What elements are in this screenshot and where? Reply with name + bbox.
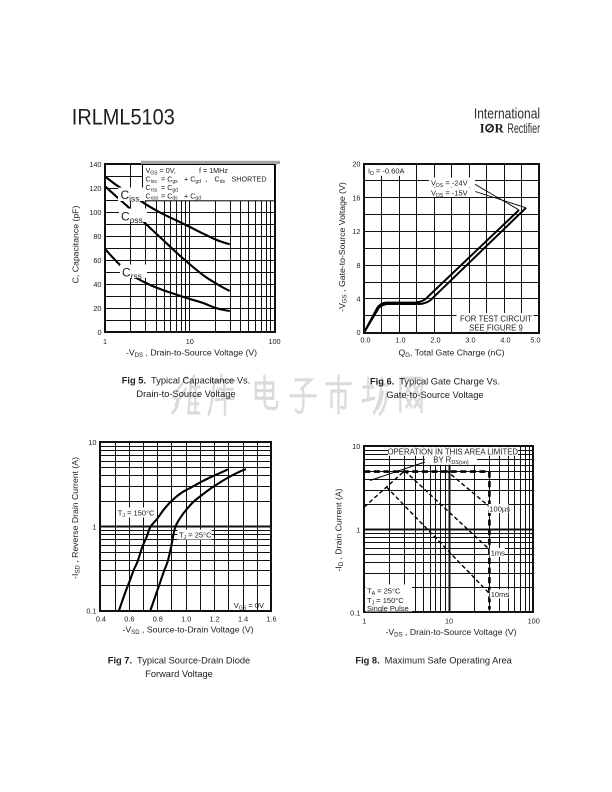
svg-text:-VDS , Drain-to-Source Voltage: -VDS , Drain-to-Source Voltage (V) <box>385 627 516 639</box>
svg-text:0: 0 <box>97 328 101 337</box>
svg-text:ID = -0.60A: ID = -0.60A <box>368 167 405 178</box>
svg-text:VGS = 0V,: VGS = 0V, <box>146 166 176 176</box>
svg-text:10: 10 <box>352 442 360 451</box>
svg-text:Crss: Crss <box>146 183 158 193</box>
svg-text:10: 10 <box>445 617 453 626</box>
svg-text:International: International <box>474 106 540 123</box>
svg-text:TJ = 150°C: TJ = 150°C <box>118 509 155 520</box>
svg-text:0.4: 0.4 <box>96 615 106 624</box>
svg-text:Ciss: Ciss <box>121 188 140 203</box>
svg-text:4: 4 <box>356 294 360 303</box>
svg-text:VDS = -24V: VDS = -24V <box>431 179 468 190</box>
svg-text:80: 80 <box>93 232 101 241</box>
svg-text:R: R <box>495 122 505 136</box>
svg-text:0.6: 0.6 <box>124 615 134 624</box>
svg-text:-VSD , Source-to-Drain Voltag: -VSD , Source-to-Drain Voltage (V) <box>122 625 253 637</box>
svg-text:-VDS , Drain-to-Source Voltage: -VDS , Drain-to-Source Voltage (V) <box>126 348 257 360</box>
svg-text:VDS = -15V: VDS = -15V <box>431 188 468 199</box>
svg-text:I: I <box>480 122 485 136</box>
svg-text:10ms: 10ms <box>491 590 510 599</box>
svg-text:,: , <box>206 175 208 184</box>
svg-text:VGS = 0V: VGS = 0V <box>234 601 264 612</box>
svg-text:10: 10 <box>186 337 194 346</box>
svg-text:Coss: Coss <box>146 191 159 201</box>
svg-text:40: 40 <box>93 280 101 289</box>
svg-text:16: 16 <box>352 193 360 202</box>
svg-text:1: 1 <box>362 617 366 626</box>
svg-text:1.0: 1.0 <box>181 615 191 624</box>
svg-text:Drain-to-Source Voltage: Drain-to-Source Voltage <box>136 389 235 399</box>
svg-text:3.0: 3.0 <box>465 336 475 345</box>
svg-text:-ISD , Reverse Drain Current (: -ISD , Reverse Drain Current (A) <box>70 457 82 579</box>
svg-text:1.6: 1.6 <box>266 615 276 624</box>
svg-text:FOR TEST CIRCUIT: FOR TEST CIRCUIT <box>460 315 532 324</box>
svg-text:SHORTED: SHORTED <box>232 175 267 184</box>
svg-text:TJ = 25°C: TJ = 25°C <box>179 531 212 542</box>
svg-text:0.1: 0.1 <box>350 609 360 618</box>
svg-text:12: 12 <box>352 227 360 236</box>
svg-text:1.4: 1.4 <box>238 615 248 624</box>
svg-text:4.0: 4.0 <box>500 336 510 345</box>
svg-text:20: 20 <box>93 304 101 313</box>
svg-text:SEE FIGURE 9: SEE FIGURE 9 <box>469 324 523 333</box>
svg-text:Single Pulse: Single Pulse <box>367 604 409 613</box>
svg-text:Rectifier: Rectifier <box>507 121 540 137</box>
svg-text:100µs: 100µs <box>489 505 510 514</box>
svg-text:100: 100 <box>528 617 540 626</box>
svg-text:10: 10 <box>88 438 96 447</box>
svg-text:100: 100 <box>89 208 101 217</box>
svg-text:1.0: 1.0 <box>395 336 405 345</box>
svg-text:0.0: 0.0 <box>360 336 370 345</box>
svg-text:TJ = 150°C: TJ = 150°C <box>367 596 404 607</box>
svg-text:1: 1 <box>356 525 360 534</box>
svg-text:5.0: 5.0 <box>530 336 540 345</box>
svg-text:1ms: 1ms <box>491 548 505 557</box>
svg-text:0: 0 <box>356 328 360 337</box>
svg-text:Crss: Crss <box>122 266 142 281</box>
svg-text:C, Capacitance (pF): C, Capacitance (pF) <box>71 206 81 284</box>
svg-text:0.1: 0.1 <box>86 607 96 616</box>
svg-text:OPERATION IN THIS AREA LIMITED: OPERATION IN THIS AREA LIMITED <box>388 448 519 457</box>
svg-text:1.2: 1.2 <box>210 615 220 624</box>
svg-text:Fig 7.Typical Source-Drain Dio: Fig 7. Typical Source-Drain Diode <box>108 656 250 666</box>
svg-text:+ Cgd: + Cgd <box>184 175 201 185</box>
svg-text:Fig 8.Maximum Safe Operating A: Fig 8. Maximum Safe Operating Area <box>355 656 512 666</box>
svg-text:= Cgs: = Cgs <box>161 175 178 185</box>
svg-text:TA = 25°C: TA = 25°C <box>367 587 401 598</box>
svg-text:-VGS , Gate-to-Source Voltage: -VGS , Gate-to-Source Voltage (V) <box>337 182 349 312</box>
svg-text:Forward Voltage: Forward Voltage <box>145 669 213 679</box>
svg-text:f = 1MHz: f = 1MHz <box>199 166 228 175</box>
svg-text:0.8: 0.8 <box>153 615 163 624</box>
svg-text:IRLML5103: IRLML5103 <box>72 105 175 130</box>
svg-text:Coss: Coss <box>121 210 143 225</box>
svg-text:Gate-to-Source Voltage: Gate-to-Source Voltage <box>386 390 483 400</box>
svg-text:8: 8 <box>356 261 360 270</box>
svg-text:Cds: Cds <box>215 175 226 185</box>
svg-text:= Cgd: = Cgd <box>161 183 178 193</box>
svg-text:QG, Total Gate Charge (nC): QG, Total Gate Charge (nC) <box>399 348 505 360</box>
svg-text:2.0: 2.0 <box>430 336 440 345</box>
svg-text:120: 120 <box>89 184 101 193</box>
svg-text:Fig 5.Typical Capacitance Vs.: Fig 5. Typical Capacitance Vs. <box>122 376 251 386</box>
svg-text:Ciss: Ciss <box>146 175 158 185</box>
svg-text:-ID , Drain Current (A): -ID , Drain Current (A) <box>334 488 346 571</box>
svg-text:= Cds: = Cds <box>161 191 178 201</box>
svg-text:20: 20 <box>352 160 360 169</box>
svg-text:60: 60 <box>93 256 101 265</box>
svg-text:1: 1 <box>92 522 96 531</box>
svg-text:100: 100 <box>268 337 280 346</box>
svg-text:+ Cgd: + Cgd <box>184 191 201 201</box>
svg-text:140: 140 <box>89 160 101 169</box>
svg-text:Fig 6.Typical Gate Charge Vs.: Fig 6. Typical Gate Charge Vs. <box>370 377 500 387</box>
svg-text:BY RDS(on): BY RDS(on) <box>433 456 469 467</box>
svg-text:1: 1 <box>103 337 107 346</box>
